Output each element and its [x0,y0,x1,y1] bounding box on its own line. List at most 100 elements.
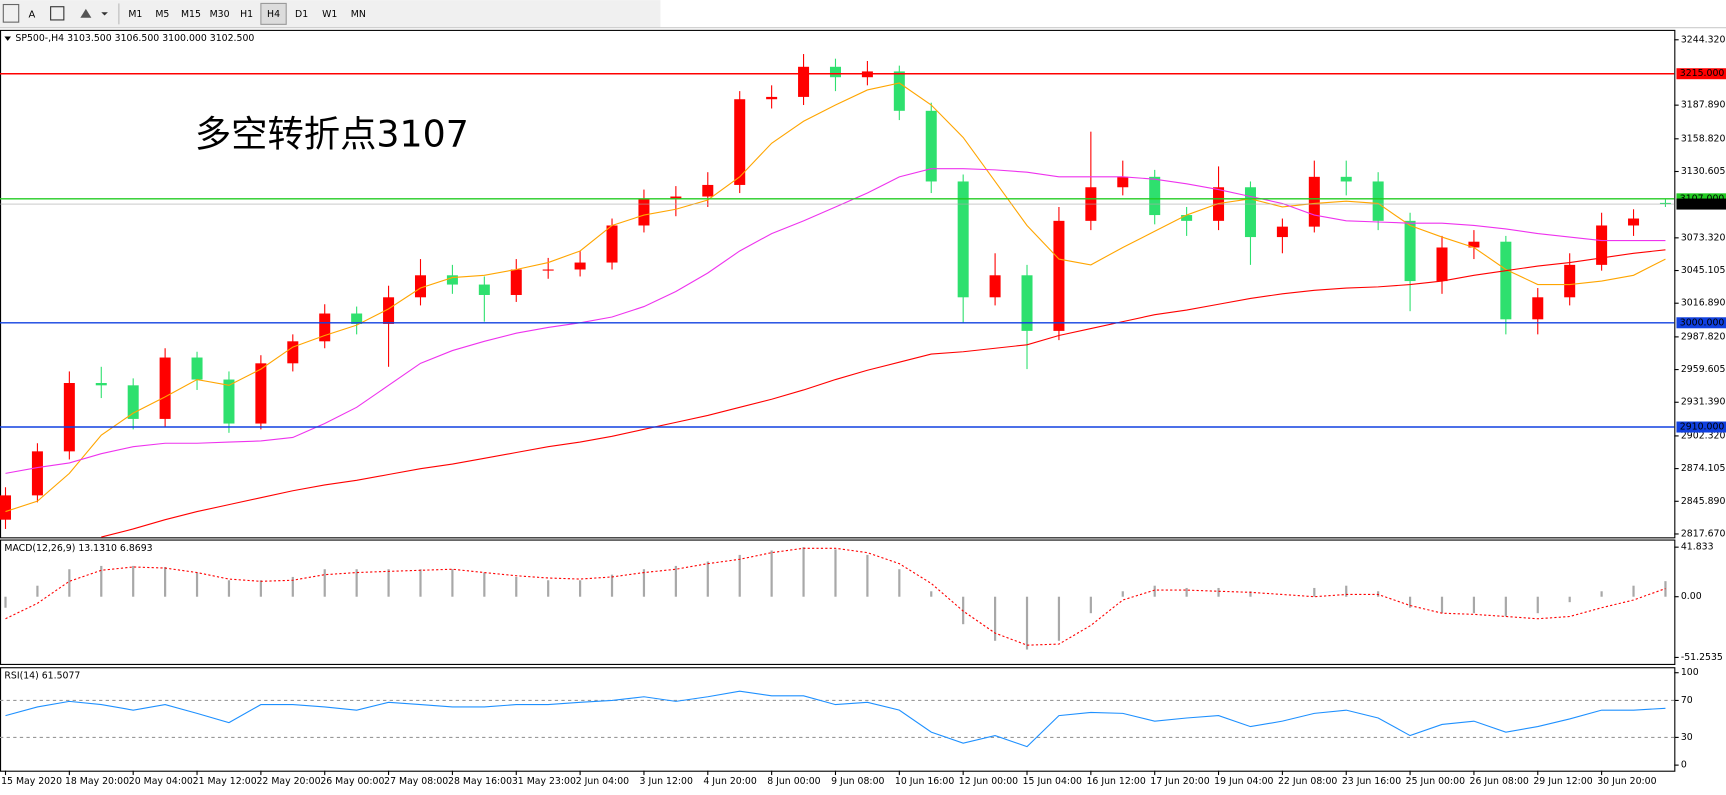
candle-body [414,275,426,298]
candle-body [383,297,395,324]
candle-body [127,385,139,419]
candle-body [734,99,746,185]
x-tick-label: 30 Jun 20:00 [1597,776,1656,787]
y-tick-label: 3187.890 [1681,100,1726,111]
panel-title: RSI(14) 61.5077 [4,670,80,681]
x-tick-label: 2 Jun 04:00 [576,776,629,787]
candle-body [1340,176,1352,182]
y-tick-label: 3130.605 [1681,166,1726,177]
x-tick-label: 19 Jun 04:00 [1214,776,1273,787]
y-tick-label: 3244.320 [1681,34,1726,45]
x-tick-label: 15 Jun 04:00 [1023,776,1082,787]
y-tick-label: 2931.390 [1681,397,1726,408]
x-tick-label: 18 May 20:00 [65,776,129,787]
moving-average [101,249,1666,538]
y-tick-label: 2902.320 [1681,430,1726,441]
x-tick-label: 23 Jun 16:00 [1342,776,1401,787]
level-label: 3000.000 [1680,317,1725,328]
candle-body [191,357,203,380]
x-tick-label: 20 May 04:00 [129,776,193,787]
y-tick-label: 70 [1681,695,1693,706]
timeframe-button[interactable]: W1 [322,9,337,20]
candle-body [893,71,905,111]
timeframe-button[interactable]: MN [351,9,366,20]
candle-body [1117,176,1129,188]
timeframe-button[interactable]: H1 [240,9,253,20]
rsi-panel [0,667,1676,772]
y-tick-label: 100 [1681,667,1699,678]
candle-body [319,313,331,342]
candle-body [0,495,12,520]
panel-title: SP500-,H4 3103.500 3106.500 3100.000 310… [15,33,254,44]
candle-body [1659,202,1671,205]
x-tick-label: 17 Jun 20:00 [1150,776,1209,787]
candle-body [1021,275,1033,331]
candle-body [1372,181,1384,221]
candle-body [989,275,1001,298]
candle-body [1596,225,1608,265]
x-tick-label: 4 Jun 20:00 [703,776,756,787]
panel-title: MACD(12,26,9) 13.1310 6.8693 [4,543,152,554]
candle-body [351,313,363,324]
toolbar-bg [0,0,661,28]
x-tick-label: 25 Jun 00:00 [1406,776,1465,787]
candle-body [638,198,650,226]
annotation: 多空转折点3107 [195,113,469,156]
x-tick-label: 26 Jun 08:00 [1470,776,1529,787]
candle-body [223,379,235,424]
timeframe-button[interactable]: H4 [267,9,280,20]
candle-body [1053,220,1065,331]
candle-body [159,357,171,419]
macd-panel [0,539,1676,665]
x-tick-label: 21 May 12:00 [193,776,257,787]
x-tick-label: 15 May 2020 [1,776,62,787]
timeframe-button[interactable]: D1 [295,9,308,20]
candle-body [1244,187,1256,238]
candle-body [510,269,522,295]
cursor-tool[interactable] [2,3,20,23]
candle-body [31,451,43,496]
candle-body [925,110,937,182]
label-tool[interactable] [50,6,65,21]
moving-average [5,168,1666,474]
candle-body [287,341,299,364]
level-label: 3215.000 [1680,68,1725,79]
candle-body [606,225,618,263]
candle-body [574,262,586,270]
x-tick-label: 8 Jun 00:00 [767,776,820,787]
x-tick-label: 12 Jun 00:00 [959,776,1018,787]
y-tick-label: 0 [1681,760,1687,771]
main-panel [0,29,1676,539]
timeframe-button[interactable]: M30 [210,9,230,20]
x-tick-label: 3 Jun 12:00 [640,776,693,787]
timeframe-button[interactable]: M1 [128,9,142,20]
y-tick-label: 2959.605 [1681,364,1726,375]
y-tick-label: 41.833 [1681,542,1714,553]
y-tick-label: 2817.670 [1681,528,1726,539]
candle-body [766,96,778,100]
candle-body [1500,241,1512,320]
text-tool[interactable]: A [29,9,36,20]
timeframe-button[interactable]: M15 [181,9,201,20]
x-tick-label: 26 May 00:00 [320,776,384,787]
candle-body [1468,241,1480,248]
candle-body [1181,215,1193,221]
x-tick-label: 9 Jun 08:00 [831,776,884,787]
candle-body [255,363,267,424]
dropdown[interactable] [101,12,108,16]
y-tick-label: 30 [1681,732,1693,743]
x-tick-label: 28 May 16:00 [448,776,512,787]
y-tick-label: -51.2535 [1681,652,1723,663]
x-tick-label: 29 Jun 12:00 [1533,776,1592,787]
candle-body [542,269,554,271]
y-tick-label: 0.00 [1681,591,1702,602]
timeframe-button[interactable]: M5 [155,9,169,20]
candle-body [670,196,682,199]
y-tick-label: 2874.105 [1681,463,1726,474]
moving-average [5,82,1666,513]
candle-body [63,383,75,452]
shapes-tool[interactable] [80,8,92,18]
y-tick-label: 3158.820 [1681,133,1726,144]
candle-body [1436,247,1448,282]
